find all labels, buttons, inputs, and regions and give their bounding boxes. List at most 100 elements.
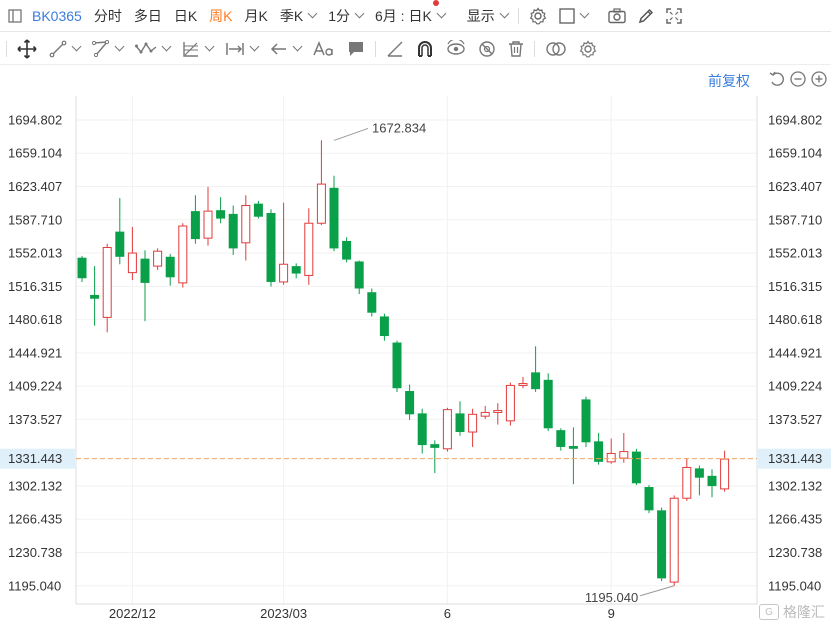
fullscreen-button[interactable] [660, 0, 688, 32]
candle-body [669, 497, 679, 583]
candle-body [417, 413, 427, 446]
angle-tool[interactable] [380, 33, 410, 65]
range-tool-dropdown[interactable] [219, 33, 264, 65]
delete-drawings-tool[interactable] [502, 33, 530, 65]
candle-body [190, 211, 200, 240]
candle [518, 377, 528, 389]
chevron-down-icon [292, 41, 303, 52]
candle-body [102, 246, 112, 318]
candle-body [531, 372, 541, 390]
y-tick-label: 1587.710 [768, 212, 822, 227]
candle-body [455, 413, 465, 433]
watermark-logo-icon: G [759, 604, 779, 620]
x-tick-label: 9 [608, 606, 615, 621]
compare-tool[interactable] [539, 33, 573, 65]
candle [442, 407, 452, 452]
hide-drawings-tool[interactable] [472, 33, 502, 65]
tab-period-multiday[interactable]: 多日 [133, 7, 162, 24]
minus-circle-icon [790, 70, 806, 87]
move-tool[interactable] [11, 33, 43, 65]
y-tick-label: 1659.104 [8, 146, 62, 161]
symbol-label[interactable]: BK0365 [32, 7, 82, 24]
candle-body [178, 225, 188, 284]
annotation-low-label: 1195.040 [585, 590, 638, 605]
draw-pen-button[interactable] [632, 0, 660, 32]
eye-slash-icon [479, 40, 495, 57]
wave-tool-dropdown[interactable] [129, 33, 176, 65]
tab-period-intraday[interactable]: 分时 [93, 7, 122, 24]
adjust-mode-button[interactable]: 前复权 [708, 73, 750, 89]
candle [165, 253, 175, 286]
tab-period-monthly[interactable]: 月K [244, 7, 268, 24]
y-tick-label: 1302.132 [8, 478, 62, 493]
tab-period-daily[interactable]: 日K [173, 7, 198, 24]
screenshot-button[interactable] [602, 0, 632, 32]
candles [77, 140, 730, 586]
candle [543, 373, 553, 432]
channel-tool-dropdown[interactable] [86, 33, 129, 65]
candle-body [367, 292, 377, 313]
fibonacci-icon [183, 41, 198, 57]
chevron-down-icon [161, 41, 172, 52]
comment-tool[interactable] [341, 33, 371, 65]
y-tick-label: 1266.435 [8, 512, 62, 527]
line-tool-dropdown[interactable] [43, 33, 86, 65]
text-tool[interactable] [307, 33, 341, 65]
chevron-down-icon [307, 8, 318, 19]
undo-button[interactable] [769, 71, 785, 92]
draw-settings-tool[interactable] [573, 33, 603, 65]
fib-tool-dropdown[interactable] [176, 33, 219, 65]
square-icon [559, 7, 575, 24]
candle [568, 427, 578, 485]
lock-drawings-tool[interactable] [440, 33, 472, 65]
sync-eye-icon [447, 39, 465, 55]
candle [304, 208, 314, 285]
chevron-down-icon [436, 8, 447, 19]
chevron-down-icon [204, 41, 215, 52]
tab-period-weekly[interactable]: 周K [209, 7, 233, 24]
layout-dropdown[interactable] [553, 0, 594, 32]
candle [644, 485, 654, 514]
candle-body [581, 399, 591, 443]
candle-body [115, 231, 125, 257]
candle-body [430, 444, 440, 448]
candle [631, 448, 641, 486]
zoom-in-button[interactable] [811, 70, 827, 92]
y-tick-label: 1623.407 [768, 179, 822, 194]
pencil-icon [638, 8, 653, 23]
candle [266, 209, 276, 287]
display-dropdown[interactable]: 显示 [461, 0, 514, 32]
candle-body [518, 383, 528, 386]
x-tick-label: 6 [444, 606, 451, 621]
settings-gear-button[interactable] [523, 0, 553, 32]
candle [657, 507, 667, 582]
arrow-tool-dropdown[interactable] [264, 33, 307, 65]
candle-body [480, 411, 490, 417]
ruler-angle-icon [387, 41, 403, 57]
candle-body [644, 487, 654, 511]
current-price-tag-right [758, 448, 831, 469]
y-tick-label: 1694.802 [768, 112, 822, 127]
magnet-tool[interactable] [410, 33, 440, 65]
y-tick-label: 1266.435 [768, 512, 822, 527]
candle [468, 408, 478, 447]
zoom-out-button[interactable] [790, 70, 806, 92]
y-tick-label: 1331.443 [8, 451, 62, 466]
candle-body [720, 458, 730, 490]
candle [556, 428, 566, 451]
quarterly-dropdown[interactable]: 季K [274, 0, 322, 32]
date-selector-dropdown[interactable]: 6月 : 日K [369, 0, 451, 32]
candlestick-chart[interactable]: 1694.802 1659.104 1623.407 1587.710 1552.013… [0, 96, 831, 626]
candle [367, 288, 377, 317]
minute-dropdown[interactable]: 1分 [322, 0, 369, 32]
sidebar-toggle-icon[interactable] [0, 0, 30, 32]
candle-body [127, 252, 137, 274]
candle [241, 195, 251, 261]
y-tick-label: 1516.315 [8, 279, 62, 294]
gear-icon [529, 6, 547, 24]
chevron-down-icon [71, 41, 82, 52]
candle-body [77, 257, 87, 279]
candle-body [228, 213, 238, 249]
drawing-toolbar [0, 33, 831, 65]
candle [694, 465, 704, 496]
